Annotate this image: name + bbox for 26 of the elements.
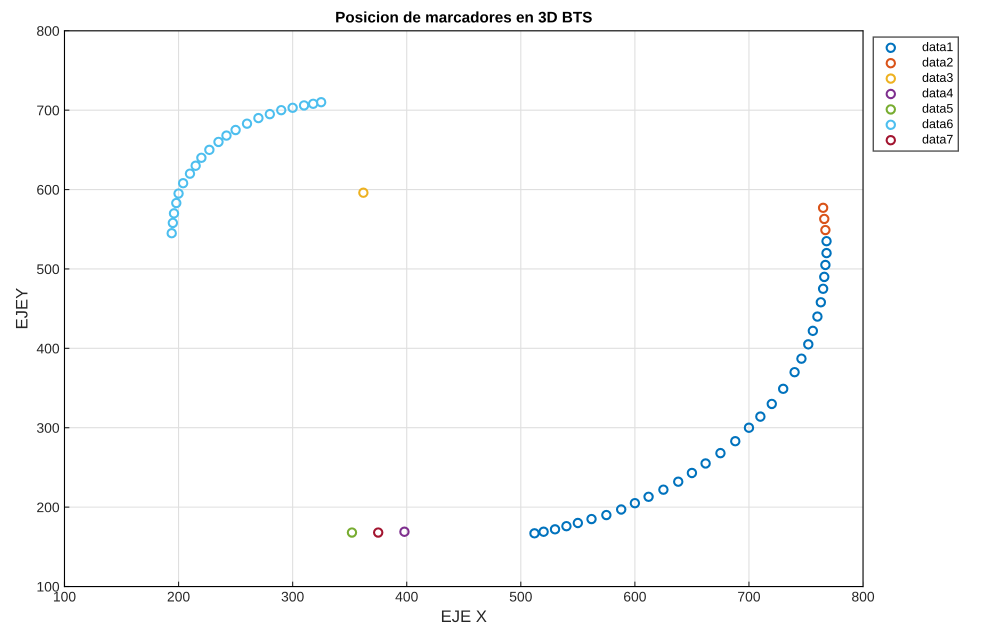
- x-tick-label: 700: [738, 592, 760, 602]
- y-tick-label: 500: [37, 264, 60, 274]
- legend-label: data4: [922, 88, 953, 98]
- x-tick-label: 800: [852, 592, 874, 602]
- y-axis-title: EJEY: [16, 288, 28, 328]
- y-tick-label: 300: [36, 423, 60, 433]
- x-tick-label: 600: [624, 592, 646, 602]
- x-tick-label: 400: [395, 592, 418, 602]
- chart-title: Posicion de marcadores en 3D BTS: [336, 11, 592, 23]
- legend-label: data7: [922, 134, 953, 144]
- x-tick-label: 500: [510, 592, 532, 602]
- y-tick-label: 700: [37, 105, 60, 116]
- legend-label: data3: [922, 72, 953, 82]
- legend-label: data5: [922, 104, 953, 113]
- x-tick-label: 200: [168, 592, 190, 602]
- legend-label: data6: [922, 119, 953, 128]
- y-tick-label: 200: [37, 502, 60, 512]
- y-tick-label: 400: [36, 344, 60, 354]
- x-tick-label: 100: [54, 592, 76, 602]
- y-tick-label: 100: [38, 582, 60, 592]
- legend-label: data2: [922, 57, 953, 67]
- y-tick-label: 800: [37, 26, 60, 36]
- x-tick-label: 300: [282, 592, 304, 602]
- legend-label: data1: [922, 42, 953, 52]
- x-axis-title: EJE X: [442, 610, 487, 622]
- y-tick-label: 600: [37, 184, 60, 195]
